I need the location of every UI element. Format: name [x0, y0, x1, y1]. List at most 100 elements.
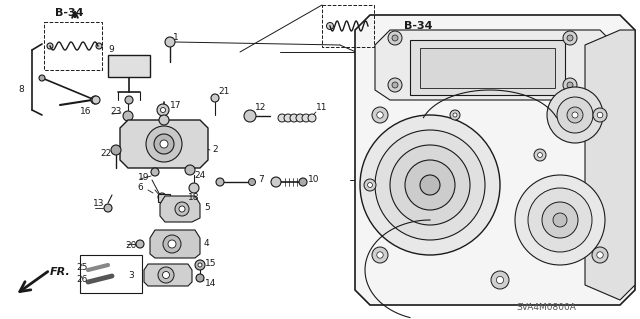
Circle shape — [372, 247, 388, 263]
Polygon shape — [150, 230, 200, 258]
Circle shape — [534, 149, 546, 161]
Text: 1: 1 — [173, 33, 179, 42]
Text: 3: 3 — [128, 271, 134, 280]
Text: 26: 26 — [76, 276, 88, 285]
Circle shape — [159, 115, 169, 125]
Text: 9: 9 — [108, 46, 114, 55]
Circle shape — [163, 271, 170, 278]
Circle shape — [92, 96, 100, 104]
Circle shape — [375, 130, 485, 240]
Circle shape — [179, 206, 185, 212]
Circle shape — [196, 274, 204, 282]
Circle shape — [125, 96, 133, 104]
Circle shape — [392, 35, 398, 41]
Circle shape — [158, 267, 174, 283]
Circle shape — [420, 175, 440, 195]
Circle shape — [158, 193, 166, 201]
Polygon shape — [144, 264, 192, 286]
Circle shape — [528, 188, 592, 252]
Text: 16: 16 — [80, 108, 92, 116]
Circle shape — [557, 97, 593, 133]
Circle shape — [388, 31, 402, 45]
Text: 19: 19 — [138, 174, 150, 182]
Text: 13: 13 — [93, 199, 104, 209]
Text: 10: 10 — [308, 174, 319, 183]
Circle shape — [111, 145, 121, 155]
Circle shape — [151, 168, 159, 176]
Circle shape — [299, 178, 307, 186]
Circle shape — [154, 134, 174, 154]
Circle shape — [377, 112, 383, 118]
Circle shape — [515, 175, 605, 265]
Text: 22: 22 — [100, 150, 111, 159]
Bar — [322, 5, 374, 47]
Circle shape — [326, 23, 333, 29]
Text: 18: 18 — [188, 194, 200, 203]
Circle shape — [302, 114, 310, 122]
Circle shape — [189, 183, 199, 193]
Circle shape — [165, 37, 175, 47]
Bar — [410, 40, 565, 95]
Circle shape — [538, 152, 543, 157]
Circle shape — [91, 96, 99, 104]
Circle shape — [553, 213, 567, 227]
Circle shape — [216, 178, 224, 186]
Circle shape — [161, 108, 166, 113]
Circle shape — [163, 235, 181, 253]
Circle shape — [157, 104, 169, 116]
Circle shape — [388, 78, 402, 92]
Polygon shape — [120, 120, 208, 168]
Bar — [420, 48, 555, 88]
Circle shape — [547, 87, 603, 143]
Circle shape — [563, 31, 577, 45]
Text: 23: 23 — [110, 108, 122, 116]
Circle shape — [271, 177, 281, 187]
Text: 15: 15 — [205, 258, 216, 268]
Circle shape — [567, 107, 583, 123]
Circle shape — [364, 179, 376, 191]
Text: B-34: B-34 — [55, 8, 83, 18]
Text: 11: 11 — [316, 103, 328, 113]
Circle shape — [542, 202, 578, 238]
Text: FR.: FR. — [50, 267, 71, 277]
Circle shape — [96, 43, 102, 49]
Text: 20: 20 — [125, 241, 136, 249]
Circle shape — [175, 202, 189, 216]
Bar — [158, 194, 170, 202]
Circle shape — [567, 82, 573, 88]
Polygon shape — [585, 30, 635, 300]
Circle shape — [248, 179, 255, 186]
Circle shape — [136, 240, 144, 248]
Circle shape — [290, 114, 298, 122]
Text: B-34: B-34 — [404, 21, 433, 31]
Text: 21: 21 — [218, 87, 229, 97]
Text: SVA4M0800A: SVA4M0800A — [516, 303, 576, 313]
Circle shape — [146, 126, 182, 162]
Circle shape — [377, 252, 383, 258]
Circle shape — [596, 252, 604, 258]
Text: 6: 6 — [137, 183, 143, 192]
Circle shape — [597, 112, 603, 118]
Circle shape — [563, 78, 577, 92]
Circle shape — [123, 111, 133, 121]
Circle shape — [104, 204, 112, 212]
Circle shape — [296, 114, 304, 122]
Circle shape — [168, 240, 176, 248]
Text: 5: 5 — [204, 204, 210, 212]
Circle shape — [592, 247, 608, 263]
Circle shape — [572, 112, 578, 118]
Circle shape — [39, 75, 45, 81]
Circle shape — [365, 23, 371, 29]
Text: 8: 8 — [18, 85, 24, 94]
Circle shape — [211, 94, 219, 102]
Circle shape — [497, 276, 504, 284]
Circle shape — [392, 82, 398, 88]
Circle shape — [284, 114, 292, 122]
Circle shape — [360, 115, 500, 255]
Bar — [108, 55, 150, 77]
Polygon shape — [376, 22, 392, 30]
Circle shape — [47, 43, 53, 49]
Bar — [80, 255, 142, 293]
Text: 2: 2 — [212, 145, 218, 154]
Circle shape — [450, 110, 460, 120]
